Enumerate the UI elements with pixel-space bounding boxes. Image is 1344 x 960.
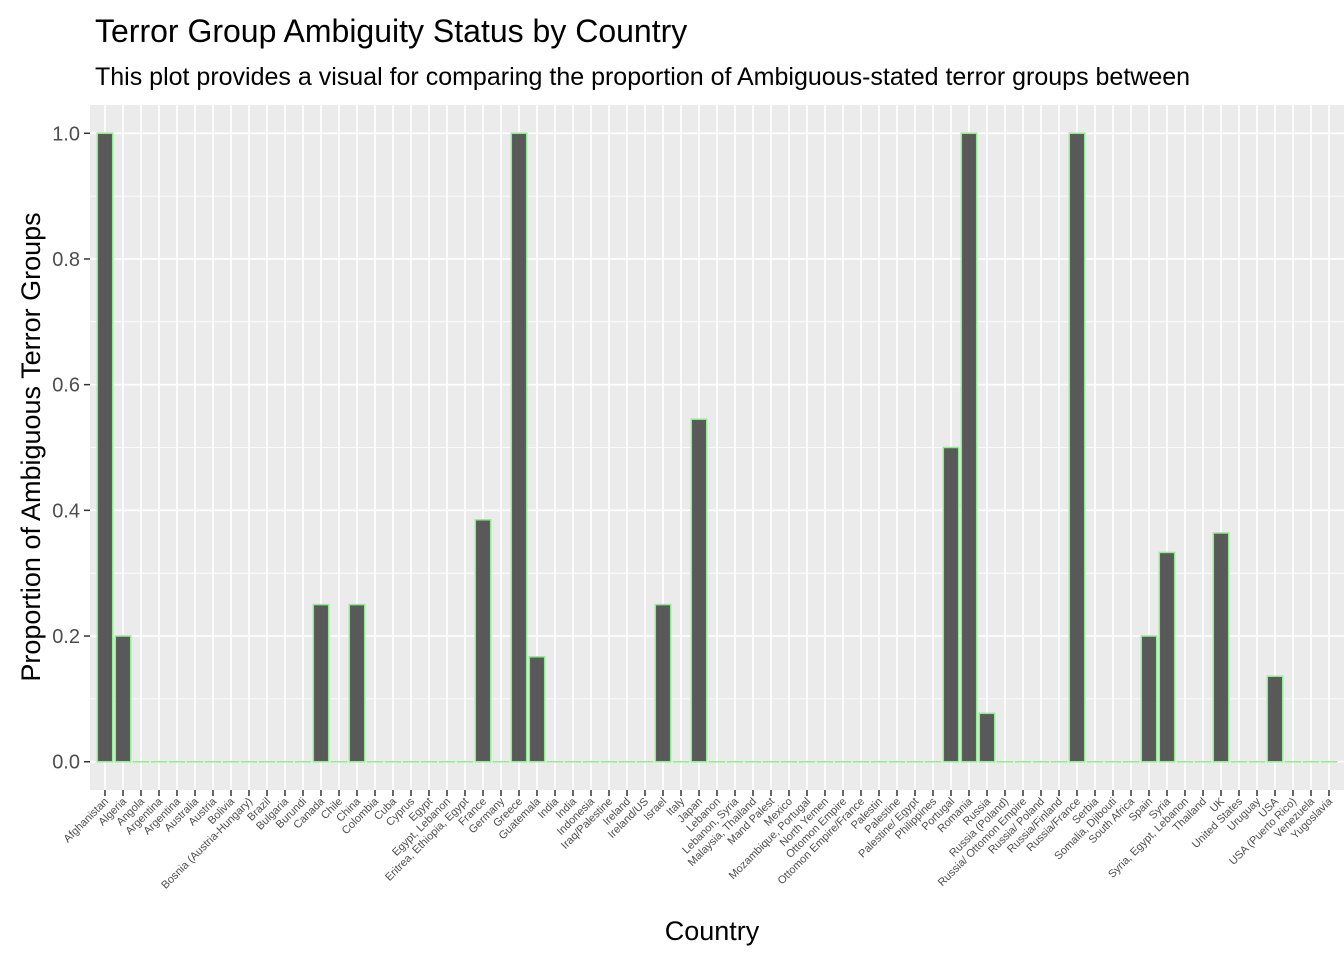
y-tick-label: 0.4 bbox=[52, 500, 80, 522]
bar bbox=[528, 656, 546, 763]
bar bbox=[942, 446, 960, 763]
bar bbox=[312, 603, 330, 763]
bars bbox=[96, 132, 1338, 763]
bar bbox=[1158, 551, 1176, 763]
bar bbox=[1266, 675, 1284, 763]
y-axis: 0.0 0.2 0.4 0.6 0.8 1.0 bbox=[52, 123, 90, 774]
chart-title: Terror Group Ambiguity Status by Country bbox=[95, 13, 687, 49]
bar bbox=[348, 603, 366, 763]
y-tick-label: 0.0 bbox=[52, 752, 80, 774]
bar bbox=[1068, 132, 1086, 763]
y-tick-label: 1.0 bbox=[52, 123, 80, 145]
bar bbox=[960, 132, 978, 763]
x-axis: AfghanistanAlgeriaAngolaArgentinaArgenti… bbox=[62, 790, 1336, 891]
y-axis-title: Proportion of Ambiguous Terror Groups bbox=[16, 212, 46, 681]
bar bbox=[474, 519, 492, 763]
bar bbox=[96, 132, 114, 763]
bar bbox=[978, 712, 996, 763]
bar bbox=[690, 418, 708, 763]
bar bbox=[1140, 635, 1158, 763]
chart-subtitle: This plot provides a visual for comparin… bbox=[95, 63, 1190, 91]
bar bbox=[114, 635, 132, 763]
bar bbox=[1212, 532, 1230, 763]
bar bbox=[510, 132, 528, 763]
bar bbox=[654, 603, 672, 763]
y-tick-label: 0.2 bbox=[52, 626, 80, 648]
y-tick-label: 0.6 bbox=[52, 375, 80, 397]
y-tick-label: 0.8 bbox=[52, 249, 80, 271]
x-axis-title: Country bbox=[665, 916, 760, 946]
